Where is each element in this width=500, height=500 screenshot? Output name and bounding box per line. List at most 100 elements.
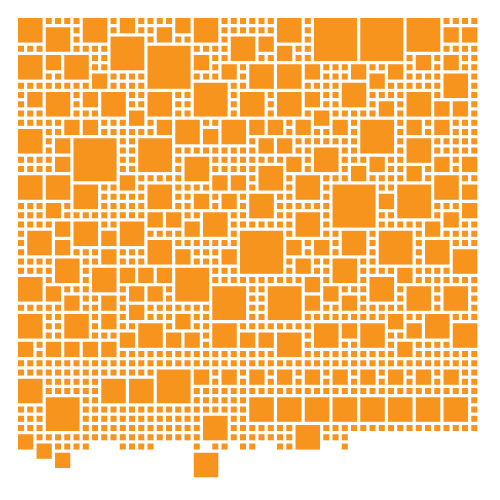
mosaic-tile bbox=[18, 425, 25, 432]
mosaic-tile bbox=[240, 203, 247, 210]
mosaic-tile bbox=[156, 18, 163, 25]
mosaic-tile bbox=[314, 360, 321, 367]
mosaic-tile bbox=[397, 129, 404, 136]
mosaic-tile bbox=[434, 138, 441, 145]
mosaic-tile bbox=[221, 64, 237, 80]
mosaic-tile bbox=[45, 175, 71, 200]
mosaic-tile bbox=[434, 64, 441, 71]
mosaic-tile bbox=[406, 388, 413, 395]
mosaic-tile bbox=[73, 45, 80, 52]
mosaic-tile bbox=[452, 249, 478, 274]
mosaic-tile bbox=[36, 203, 43, 210]
mosaic-tile bbox=[425, 166, 432, 173]
mosaic-tile bbox=[295, 323, 302, 330]
mosaic-tile bbox=[203, 406, 210, 413]
mosaic-tile bbox=[369, 92, 376, 99]
mosaic-tile bbox=[110, 36, 145, 71]
mosaic-tile bbox=[138, 193, 145, 200]
mosaic-tile bbox=[258, 388, 265, 395]
mosaic-tile bbox=[138, 415, 145, 422]
mosaic-tile bbox=[175, 434, 182, 441]
mosaic-tile bbox=[397, 166, 404, 173]
mosaic-tile bbox=[147, 129, 154, 136]
mosaic-tile bbox=[452, 314, 459, 321]
mosaic-tile bbox=[332, 258, 358, 284]
mosaic-tile bbox=[462, 184, 478, 200]
mosaic-tile bbox=[286, 388, 293, 395]
mosaic-tile bbox=[341, 138, 348, 145]
mosaic-tile bbox=[425, 175, 432, 182]
mosaic-tile bbox=[129, 212, 136, 219]
mosaic-tile bbox=[138, 138, 173, 173]
mosaic-tile bbox=[323, 129, 330, 136]
mosaic-tile bbox=[277, 332, 302, 358]
mosaic-tile bbox=[443, 267, 450, 274]
mosaic-tile bbox=[175, 119, 200, 145]
mosaic-tile bbox=[295, 425, 321, 450]
mosaic-tile bbox=[101, 341, 117, 358]
mosaic-tile bbox=[452, 277, 459, 284]
mosaic-tile bbox=[415, 73, 422, 80]
mosaic-tile bbox=[471, 388, 478, 395]
mosaic-tile bbox=[415, 360, 422, 367]
mosaic-tile bbox=[147, 415, 154, 422]
mosaic-tile bbox=[45, 203, 62, 219]
mosaic-tile bbox=[92, 323, 99, 330]
mosaic-tile bbox=[184, 101, 191, 108]
mosaic-tile bbox=[92, 434, 99, 441]
mosaic-tile bbox=[230, 388, 237, 395]
mosaic-tile bbox=[286, 221, 293, 228]
mosaic-tile bbox=[304, 138, 311, 145]
mosaic-tile bbox=[434, 212, 441, 219]
mosaic-tile bbox=[258, 138, 274, 154]
mosaic-tile bbox=[73, 369, 80, 376]
mosaic-tile bbox=[462, 175, 469, 182]
mosaic-tile bbox=[277, 156, 284, 163]
mosaic-tile bbox=[369, 351, 376, 358]
mosaic-tile bbox=[92, 295, 99, 302]
mosaic-tile bbox=[425, 277, 432, 284]
mosaic-tile bbox=[249, 314, 256, 321]
mosaic-tile bbox=[434, 92, 441, 99]
mosaic-tile bbox=[184, 203, 191, 210]
mosaic-tile bbox=[82, 295, 89, 302]
mosaic-tile bbox=[82, 212, 89, 219]
mosaic-tile bbox=[175, 240, 182, 247]
mosaic-tile bbox=[360, 351, 367, 358]
mosaic-tile bbox=[193, 406, 200, 413]
mosaic-tile bbox=[434, 388, 441, 395]
mosaic-tile bbox=[406, 64, 413, 71]
mosaic-tile bbox=[27, 156, 34, 163]
mosaic-tile bbox=[27, 82, 34, 89]
mosaic-tile bbox=[462, 45, 469, 52]
mosaic-tile bbox=[332, 184, 376, 228]
mosaic-tile bbox=[175, 36, 182, 43]
mosaic-tile bbox=[221, 147, 228, 154]
mosaic-tile bbox=[193, 369, 210, 385]
mosaic-tile bbox=[138, 184, 145, 191]
mosaic-tile bbox=[45, 138, 52, 145]
mosaic-tile bbox=[18, 360, 25, 367]
mosaic-tile bbox=[425, 341, 432, 348]
mosaic-tile bbox=[92, 73, 108, 89]
mosaic-tile bbox=[221, 360, 228, 367]
mosaic-tile bbox=[73, 138, 117, 182]
mosaic-tile bbox=[415, 277, 422, 284]
mosaic-tile bbox=[73, 27, 80, 34]
mosaic-tile bbox=[129, 425, 136, 432]
mosaic-tile bbox=[397, 286, 404, 293]
mosaic-tile bbox=[45, 323, 52, 330]
mosaic-tile bbox=[27, 425, 34, 432]
mosaic-tile bbox=[73, 443, 80, 450]
mosaic-tile bbox=[45, 73, 52, 80]
mosaic-tile bbox=[332, 82, 339, 89]
mosaic-tile bbox=[369, 314, 376, 321]
mosaic-tile bbox=[212, 156, 219, 163]
mosaic-tile bbox=[92, 212, 99, 219]
mosaic-tile bbox=[434, 119, 450, 136]
mosaic-tile bbox=[156, 406, 163, 413]
mosaic-tile bbox=[351, 110, 358, 117]
mosaic-tile bbox=[304, 341, 311, 348]
mosaic-tile bbox=[304, 27, 311, 34]
mosaic-tile bbox=[406, 82, 413, 89]
